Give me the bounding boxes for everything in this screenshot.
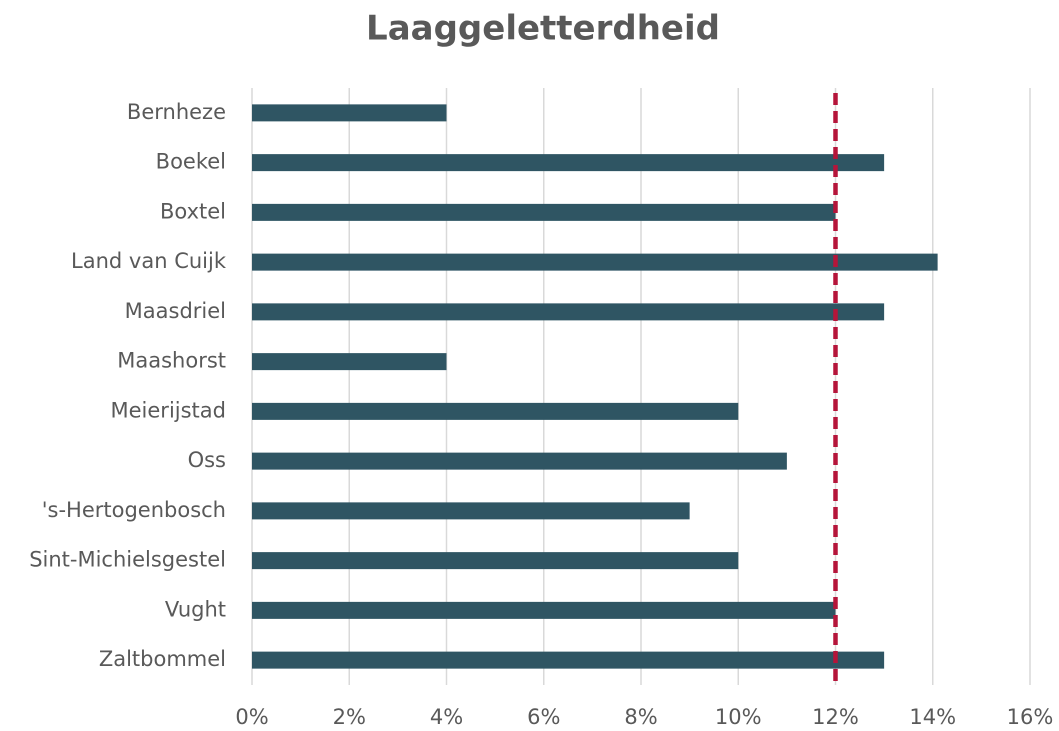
y-tick-label: Land van Cuijk — [71, 249, 227, 273]
y-tick-label: Bernheze — [127, 100, 226, 124]
bar — [252, 452, 787, 470]
bar — [252, 104, 447, 122]
y-tick-label: 's-Hertogenbosch — [42, 498, 226, 522]
bar — [252, 154, 885, 172]
y-tick-label: Boxtel — [160, 199, 226, 223]
x-tick-label: 0% — [235, 705, 268, 729]
y-tick-label: Vught — [165, 597, 226, 621]
x-tick-label: 10% — [715, 705, 762, 729]
chart-title: Laaggeletterdheid — [366, 9, 720, 49]
y-tick-label: Sint-Michielsgestel — [29, 548, 226, 572]
bar — [252, 203, 836, 221]
bar — [252, 502, 690, 520]
bar — [252, 253, 938, 271]
y-tick-label: Meierijstad — [111, 398, 226, 422]
bar — [252, 552, 739, 570]
x-tick-label: 16% — [1007, 705, 1054, 729]
y-tick-label: Oss — [188, 448, 226, 472]
x-tick-label: 8% — [624, 705, 657, 729]
x-tick-label: 14% — [909, 705, 956, 729]
bar — [252, 303, 885, 321]
y-tick-label: Boekel — [156, 150, 226, 174]
y-tick-label: Maashorst — [117, 349, 226, 373]
x-tick-label: 4% — [430, 705, 463, 729]
x-tick-label: 2% — [333, 705, 366, 729]
y-tick-label: Maasdriel — [125, 299, 226, 323]
y-tick-label: Zaltbommel — [99, 647, 226, 671]
bar — [252, 402, 739, 420]
x-tick-label: 12% — [812, 705, 859, 729]
bar — [252, 651, 885, 669]
bar — [252, 353, 447, 371]
x-tick-label: 6% — [527, 705, 560, 729]
bar — [252, 601, 836, 619]
